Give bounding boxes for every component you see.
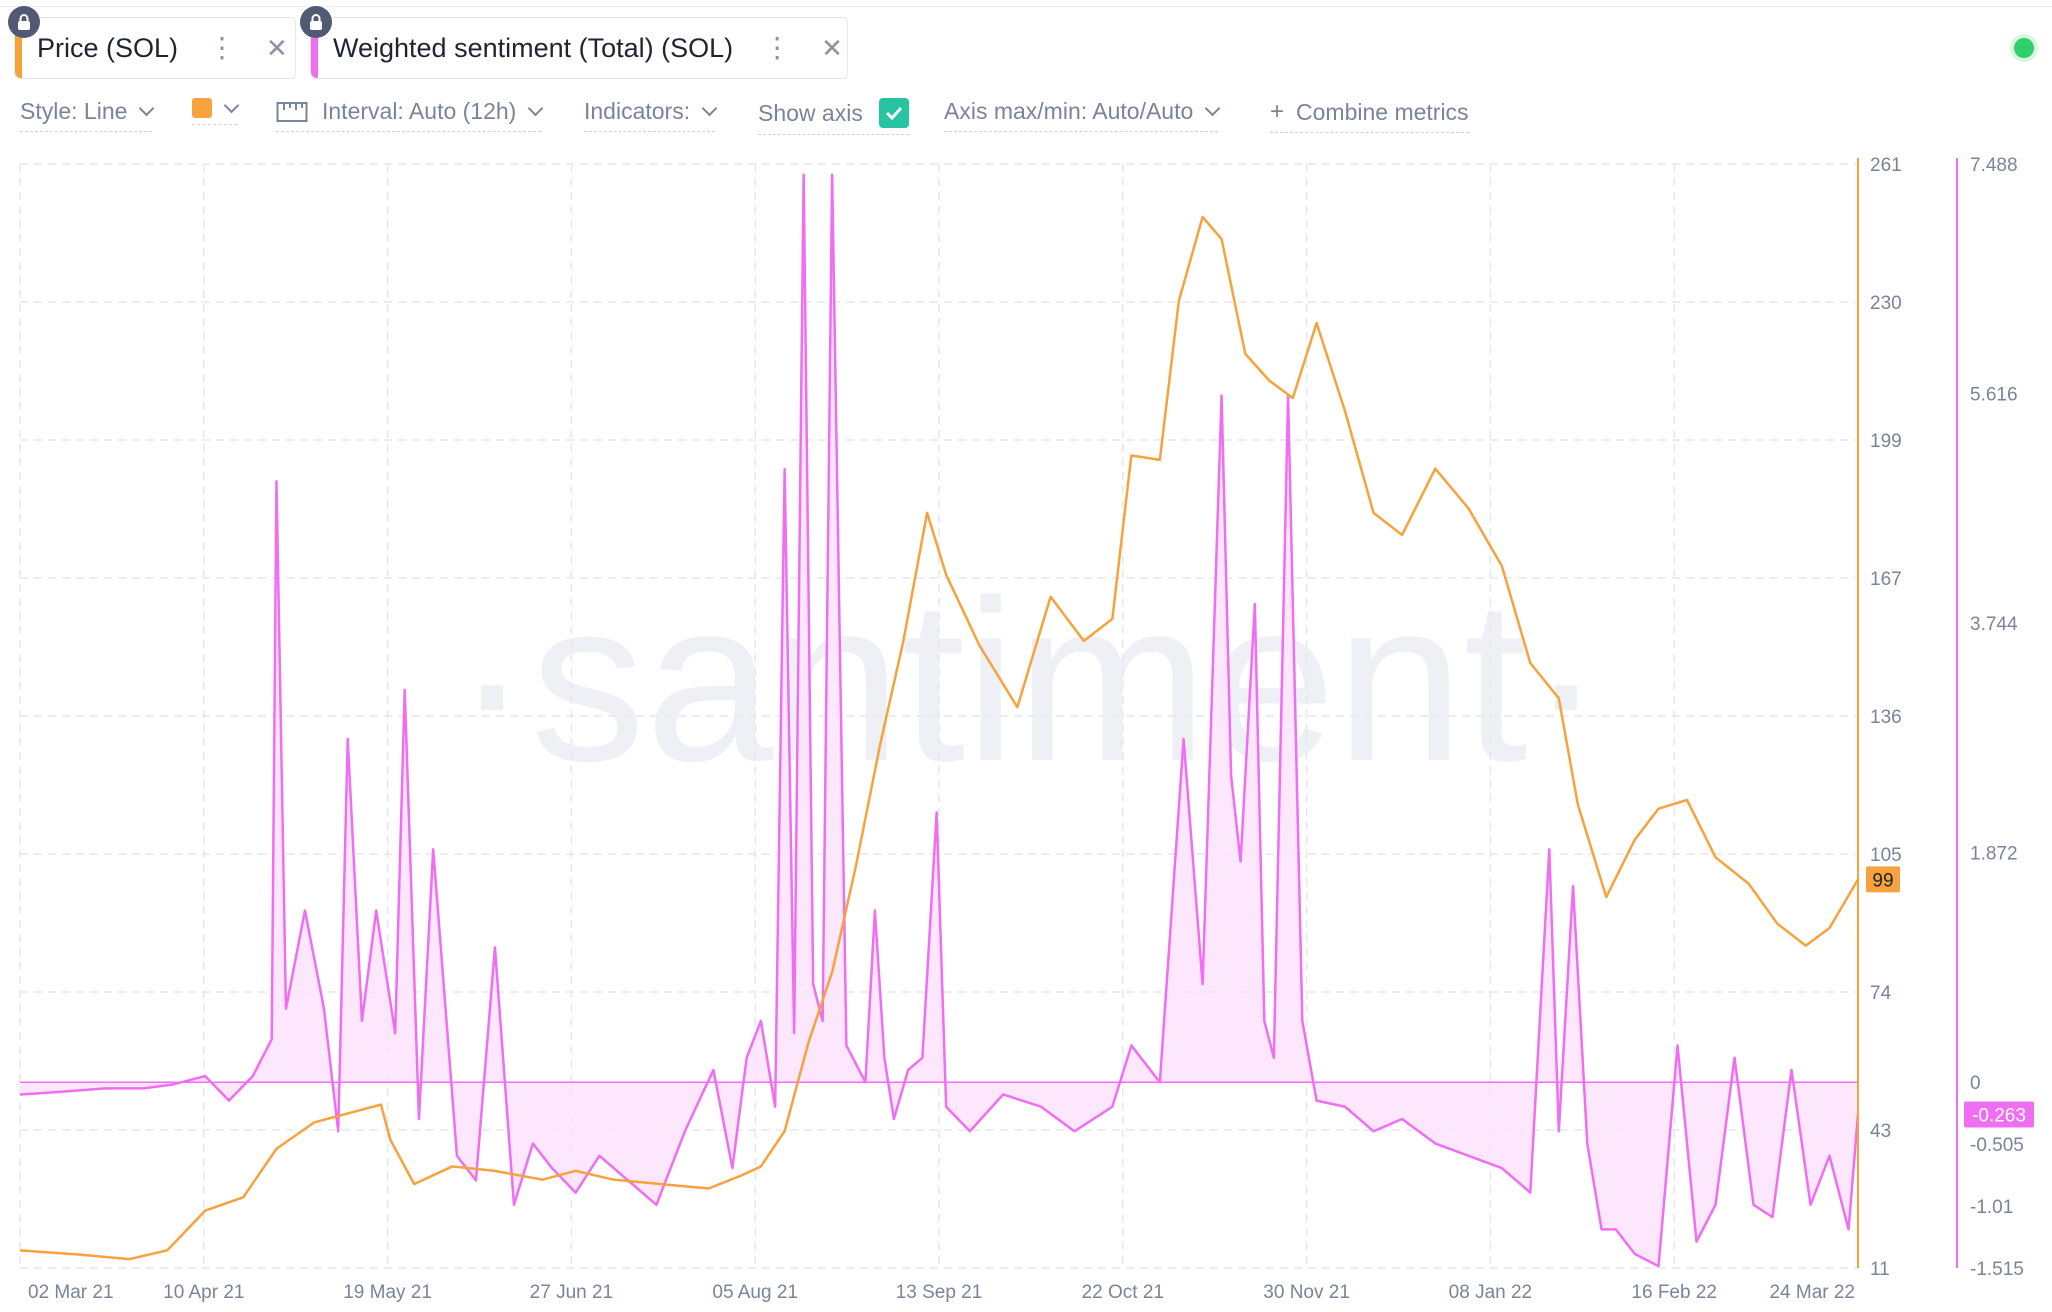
x-tick-label: 30 Nov 21	[1263, 1282, 1350, 1303]
current-price-label: 99	[1872, 870, 1893, 891]
y-tick-label-price: 167	[1870, 569, 1902, 590]
interval-label: Interval: Auto (12h)	[322, 98, 517, 124]
chevron-down-icon	[223, 97, 240, 113]
axis-minmax-dropdown[interactable]: Axis max/min: Auto/Auto	[944, 98, 1221, 132]
price-sentiment-chart[interactable]: ·santiment· 261 230 199 167 136 105 74 43 11 7.488…	[0, 150, 2052, 1312]
y-tick-label-price: 261	[1870, 155, 1902, 176]
y-tick-label-price: 136	[1870, 707, 1902, 728]
close-icon[interactable]: ✕	[821, 33, 843, 63]
y-tick-label-sentiment: -1.515	[1970, 1259, 2024, 1280]
tab-color-bar	[15, 18, 22, 78]
y-tick-label-sentiment: -0.505	[1970, 1135, 2024, 1156]
x-tick-label: 24 Mar 22	[1769, 1282, 1855, 1303]
y-tick-label-sentiment: -1.01	[1970, 1197, 2013, 1218]
combine-metrics-label: Combine metrics	[1296, 98, 1469, 125]
status-indicator	[2014, 38, 2034, 58]
tab-label: Weighted sentiment (Total) (SOL)	[333, 32, 734, 63]
x-tick-label: 16 Feb 22	[1631, 1282, 1717, 1303]
combine-metrics-button[interactable]: + Combine metrics	[1270, 98, 1469, 133]
x-tick-label: 27 Jun 21	[530, 1282, 613, 1303]
y-tick-label-sentiment: 1.872	[1970, 844, 2018, 865]
color-dropdown[interactable]	[192, 97, 240, 125]
show-axis-label: Show axis	[758, 99, 863, 126]
y-tick-label-price: 43	[1870, 1121, 1891, 1142]
chevron-down-icon	[701, 100, 718, 117]
x-tick-label: 02 Mar 21	[28, 1282, 114, 1303]
chevron-down-icon	[1205, 100, 1221, 117]
y-tick-label-price: 74	[1870, 983, 1892, 1004]
x-tick-label: 13 Sep 21	[896, 1282, 983, 1303]
x-tick-label: 08 Jan 22	[1449, 1282, 1532, 1303]
sentiment-area	[20, 174, 1858, 1267]
x-tick-label: 22 Oct 21	[1082, 1282, 1164, 1303]
watermark-text: ·santiment·	[454, 552, 1604, 809]
x-tick-label: 19 May 21	[343, 1282, 432, 1303]
sentiment-line[interactable]	[19, 173, 1860, 1268]
y-tick-label-price: 199	[1870, 431, 1902, 452]
lock-icon	[8, 6, 40, 38]
y-tick-label-sentiment: 5.616	[1970, 385, 2018, 406]
tab-color-bar	[311, 18, 318, 78]
y-tick-label-price: 11	[1870, 1259, 1890, 1280]
axis-minmax-label: Axis max/min: Auto/Auto	[944, 98, 1194, 124]
more-options-icon[interactable]: ⋮	[763, 32, 792, 63]
lock-icon	[300, 6, 332, 38]
chevron-down-icon	[528, 100, 544, 117]
current-sentiment-badge	[1964, 1101, 2034, 1128]
close-icon[interactable]: ✕	[266, 33, 288, 63]
y-tick-label-sentiment: 3.744	[1970, 614, 2018, 635]
plus-icon: +	[1270, 98, 1285, 125]
current-sentiment-label: -0.263	[1972, 1105, 2026, 1126]
ruler-icon	[276, 101, 308, 122]
tab-label: Price (SOL)	[37, 32, 179, 63]
tab-weighted-sentiment[interactable]: Weighted sentiment (Total) (SOL) ⋮ ✕	[310, 17, 848, 79]
y-tick-label-sentiment: 7.488	[1970, 155, 2018, 176]
checkbox-checked-icon[interactable]	[878, 98, 909, 128]
color-swatch	[192, 98, 212, 118]
more-options-icon[interactable]: ⋮	[208, 32, 237, 63]
show-axis-toggle[interactable]: Show axis	[758, 98, 909, 135]
chevron-down-icon	[139, 100, 155, 117]
y-tick-label-sentiment: 0	[1970, 1073, 1981, 1094]
y-tick-label-price: 230	[1870, 293, 1902, 314]
price-line[interactable]	[19, 215, 1860, 1261]
tab-price-sol[interactable]: Price (SOL) ⋮ ✕	[14, 17, 296, 79]
chart-toolbar: Style: Line Interval: Auto (12h) Indicat…	[0, 97, 1550, 138]
indicators-label: Indicators:	[584, 98, 691, 124]
current-price-badge	[1866, 866, 1900, 893]
indicators-dropdown[interactable]: Indicators:	[584, 98, 718, 132]
x-tick-label: 10 Apr 21	[163, 1282, 244, 1303]
style-dropdown[interactable]: Style: Line	[20, 98, 155, 132]
top-divider	[0, 6, 2052, 7]
y-tick-label-price: 105	[1870, 845, 1902, 866]
x-tick-label: 05 Aug 21	[712, 1282, 798, 1303]
style-label: Style: Line	[20, 98, 128, 124]
interval-dropdown[interactable]: Interval: Auto (12h)	[276, 98, 544, 132]
